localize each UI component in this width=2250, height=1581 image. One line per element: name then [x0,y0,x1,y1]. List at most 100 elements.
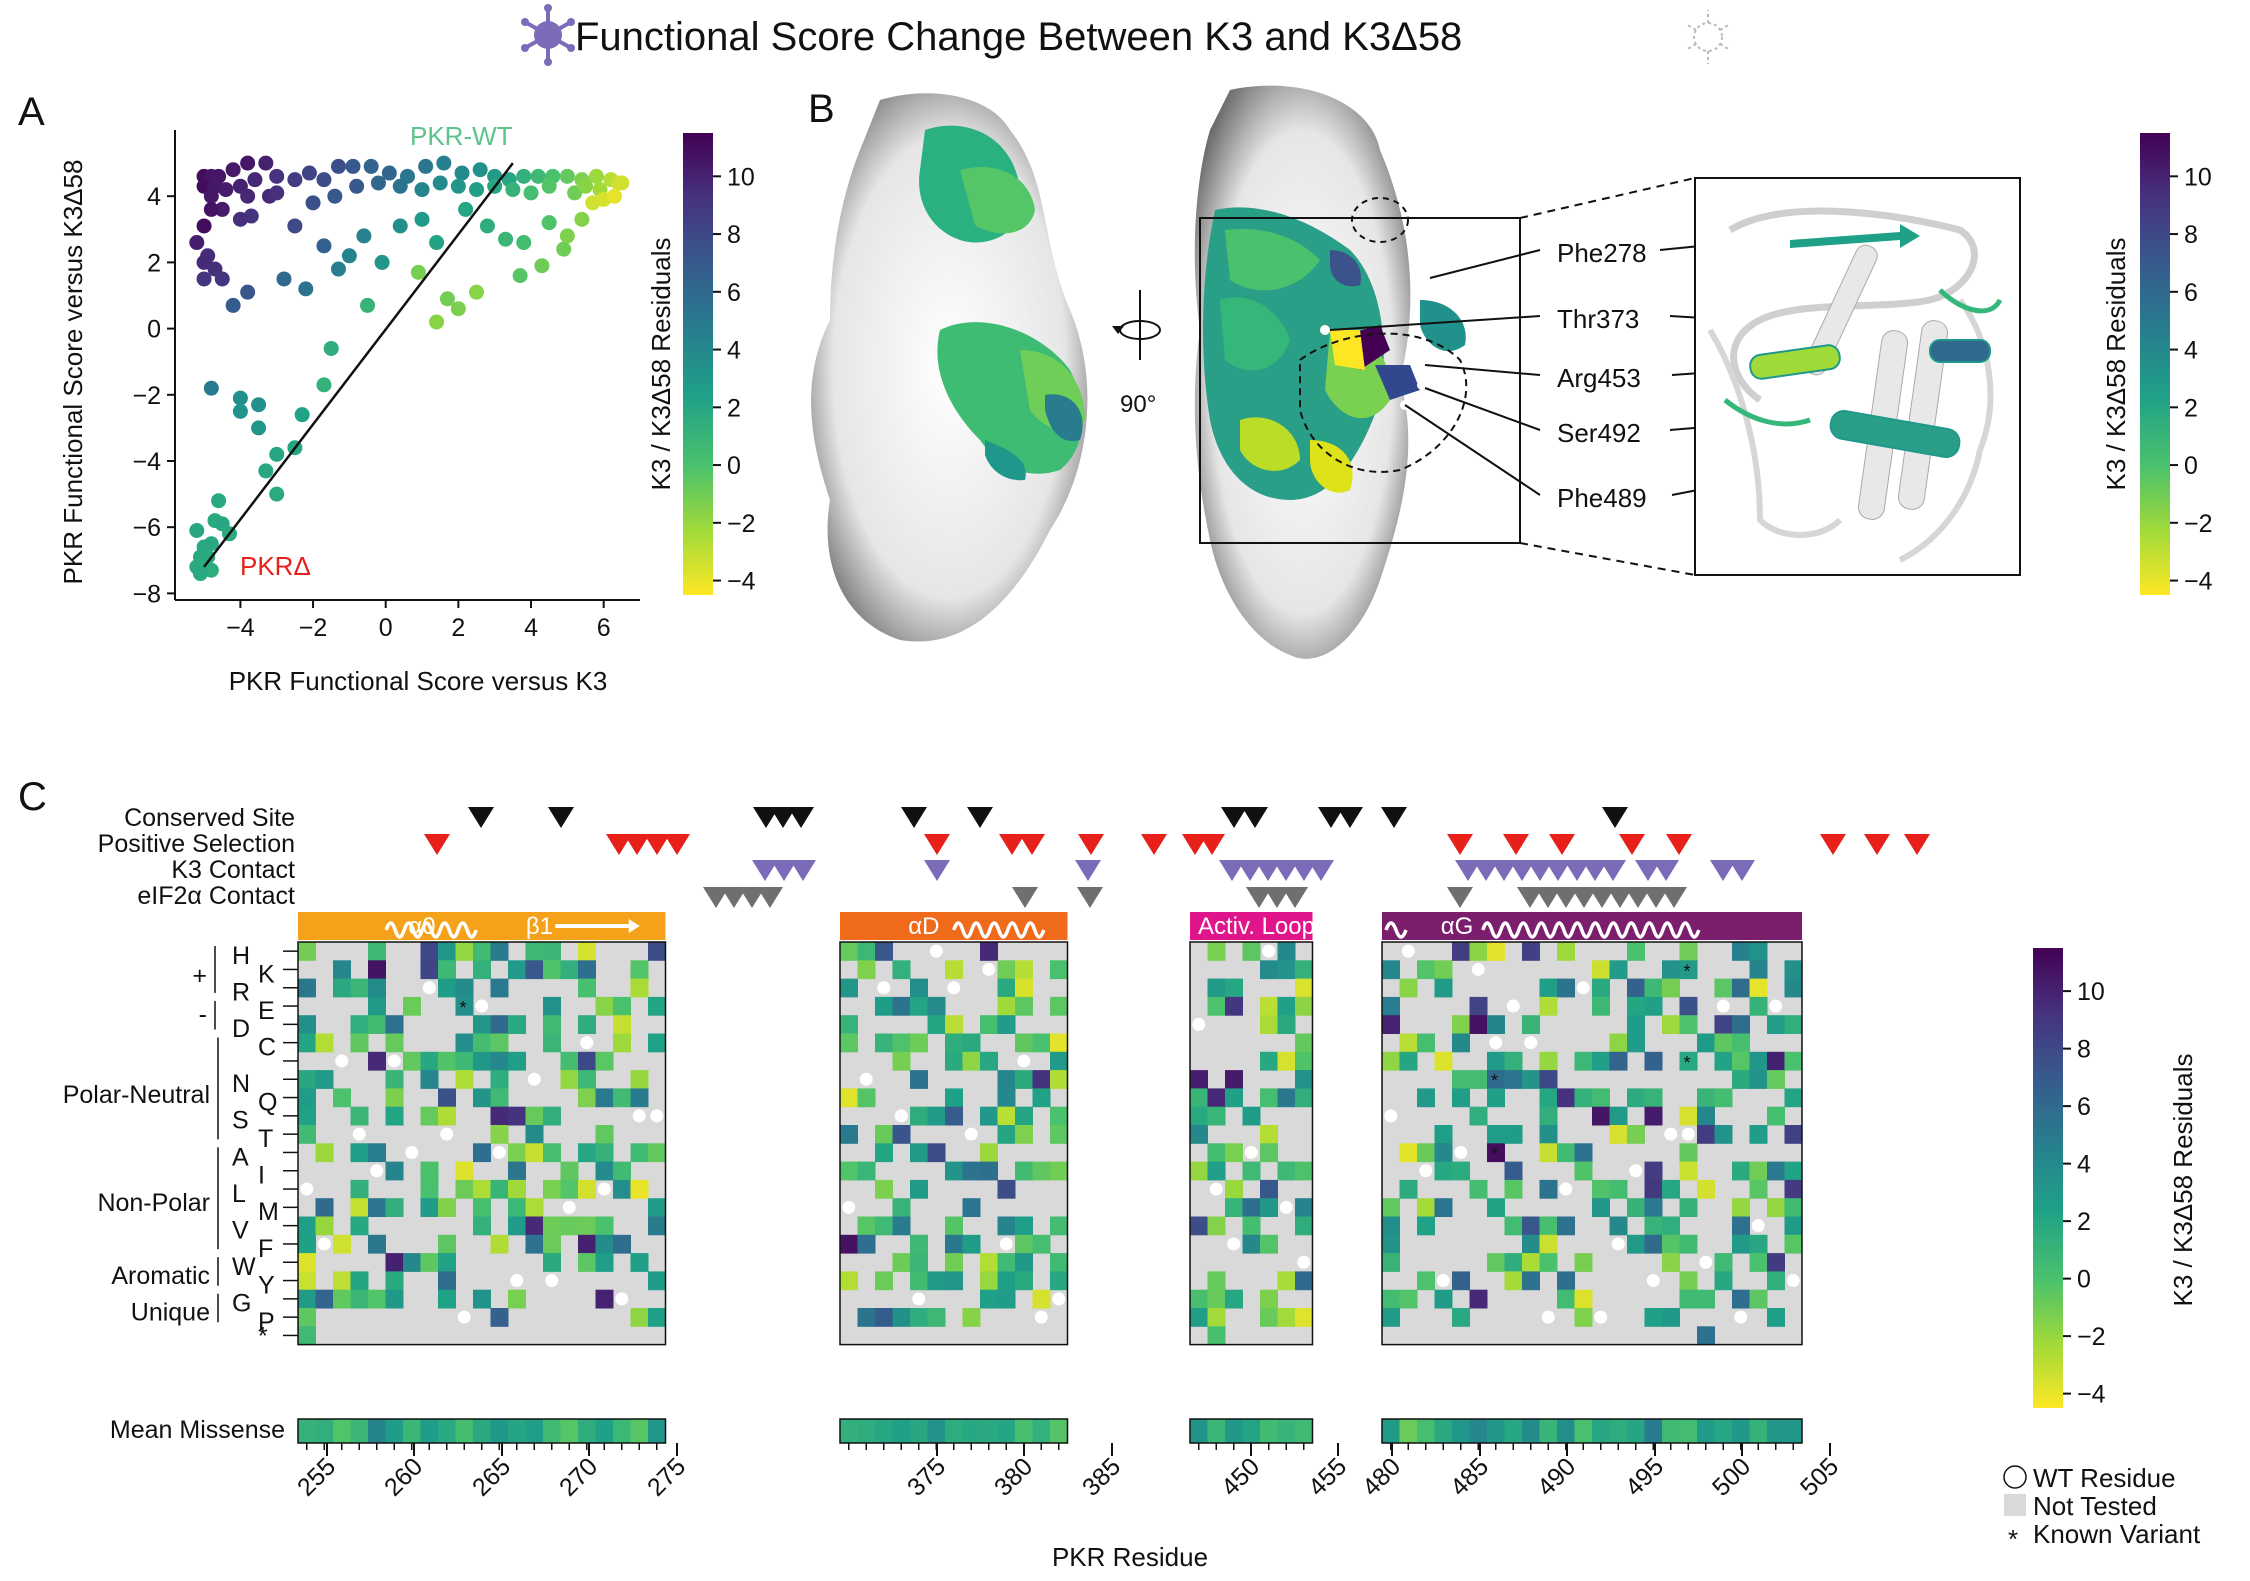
scatter-point [516,168,532,184]
annotation-triangle [1221,807,1247,828]
mean-missense-cell [1679,1419,1698,1443]
heatmap-cell [1539,1143,1558,1163]
mean-missense-cell [455,1419,474,1443]
heatmap-cell [578,1234,596,1254]
annotation-triangle [548,807,574,828]
scatter-point [450,178,466,194]
known-variant-mark: * [1684,1053,1691,1073]
annotation-triangle [644,834,670,855]
heatmap-cell [1487,942,1505,961]
aa-label: T [258,1125,273,1153]
colorbar-a-tick-label: 2 [727,394,741,422]
heatmap-cell [595,1143,614,1163]
heatmap-cell [1295,1198,1313,1217]
heatmap-cell [1679,960,1698,980]
legend-wt: WT Residue [2033,1463,2176,1493]
heatmap-cell [1190,1125,1208,1144]
heatmap-cell [455,978,474,998]
heatmap-cell [997,1253,1016,1272]
colorbar-c-tick-label: 10 [2077,978,2105,1006]
heatmap-cell [298,1033,316,1053]
residue-tick-label: 495 [1620,1452,1669,1501]
heatmap-cell [927,1271,946,1291]
heatmap-cell [1487,1051,1505,1071]
heatmap-cell [1714,1033,1733,1053]
heatmap-cell [1050,996,1068,1016]
heatmap-cell [1382,1308,1400,1327]
scatter-point [458,201,474,217]
heatmap-cell [385,1161,404,1181]
mean-missense-cell [962,1419,981,1443]
heatmap-cell [298,1088,316,1108]
ribbon-structure [1694,177,2021,576]
heatmap-cell [1050,1033,1068,1053]
heatmap-cell [438,1051,456,1071]
heatmap-cell [1627,1198,1645,1217]
heatmap-cell [997,1216,1016,1236]
annotation-triangle [1075,860,1101,881]
heatmap-cell [1207,1326,1226,1346]
colorbar-a-tick-label: 4 [727,337,741,365]
heatmap-cell [1749,1161,1768,1181]
heatmap-cell [1015,1161,1033,1181]
heatmap-cell [613,996,631,1016]
heatmap-cell [368,960,386,980]
heatmap-cell [1749,1051,1768,1071]
heatmap-cell [1539,1125,1558,1144]
heatmap-cell [910,1143,928,1163]
virus-k3-delta58-icon [1685,10,1731,64]
scatter-point [301,165,317,181]
heatmap-cell [1574,1051,1593,1071]
heatmap: α0 β1*αD Activ. Loop αG****255 260 265 270 275 3… [292,807,1930,1502]
heatmap-cell [892,1051,911,1071]
heatmap-cell [840,1125,858,1144]
heatmap-cell [857,942,876,961]
heatmap-cell [1732,1051,1750,1071]
mean-missense-cell [560,1419,579,1443]
heatmap-cell [945,1106,963,1126]
scatter-point [225,162,241,178]
scatter-point [578,178,594,194]
heatmap-cell [543,1143,561,1163]
mean-missense-cell [1522,1419,1540,1443]
heatmap-cell [997,1271,1016,1291]
scatter-point [439,291,455,307]
heatmap-cell [438,960,456,980]
heatmap-cell [1784,1051,1803,1071]
heatmap-cell [613,1033,631,1053]
heatmap-cell [875,1271,893,1291]
heatmap-cell [1539,1051,1558,1071]
mean-missense-cell [368,1419,386,1443]
heatmap-cell [1732,1198,1750,1217]
wt-residue-dot [1192,1017,1206,1031]
heatmap-cell [578,1253,596,1272]
heatmap-cell [315,1216,334,1236]
heatmap-cell [630,978,649,998]
heatmap-cell [1644,1216,1663,1236]
heatmap-cell [892,1125,911,1144]
heatmap-cell [1242,1161,1261,1181]
heatmap-block-frame [1381,941,1803,1346]
heatmap-cell [490,1106,509,1126]
scatter-point [251,420,267,436]
mean-missense-cell [648,1419,666,1443]
heatmap-cell [1452,1070,1470,1089]
wt-residue-dot [1227,1237,1241,1251]
heatmap-cell [1050,1216,1068,1236]
heatmap-cell [1295,1070,1313,1089]
heatmap-cell [1504,1070,1523,1089]
heatmap-cell [1714,1088,1733,1108]
heatmap-cell [840,1161,858,1181]
aa-group-label: Polar-Neutral [63,1081,210,1109]
heatmap-cell [1452,1015,1470,1034]
rotation-label: 90° [1120,391,1156,418]
heatmap-cell [892,1198,911,1217]
heatmap-cell [1557,1271,1575,1291]
heatmap-cell [1399,1289,1418,1309]
mean-missense-cell [1627,1419,1645,1443]
heatmap-cell [630,1143,649,1163]
heatmap-cell [857,1234,876,1254]
heatmap-cell [875,996,893,1016]
heatmap-cell [350,1033,369,1053]
legend-not-tested: Not Tested [2033,1491,2157,1521]
